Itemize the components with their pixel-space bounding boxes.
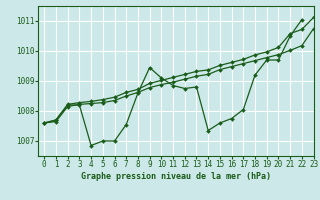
X-axis label: Graphe pression niveau de la mer (hPa): Graphe pression niveau de la mer (hPa) xyxy=(81,172,271,181)
